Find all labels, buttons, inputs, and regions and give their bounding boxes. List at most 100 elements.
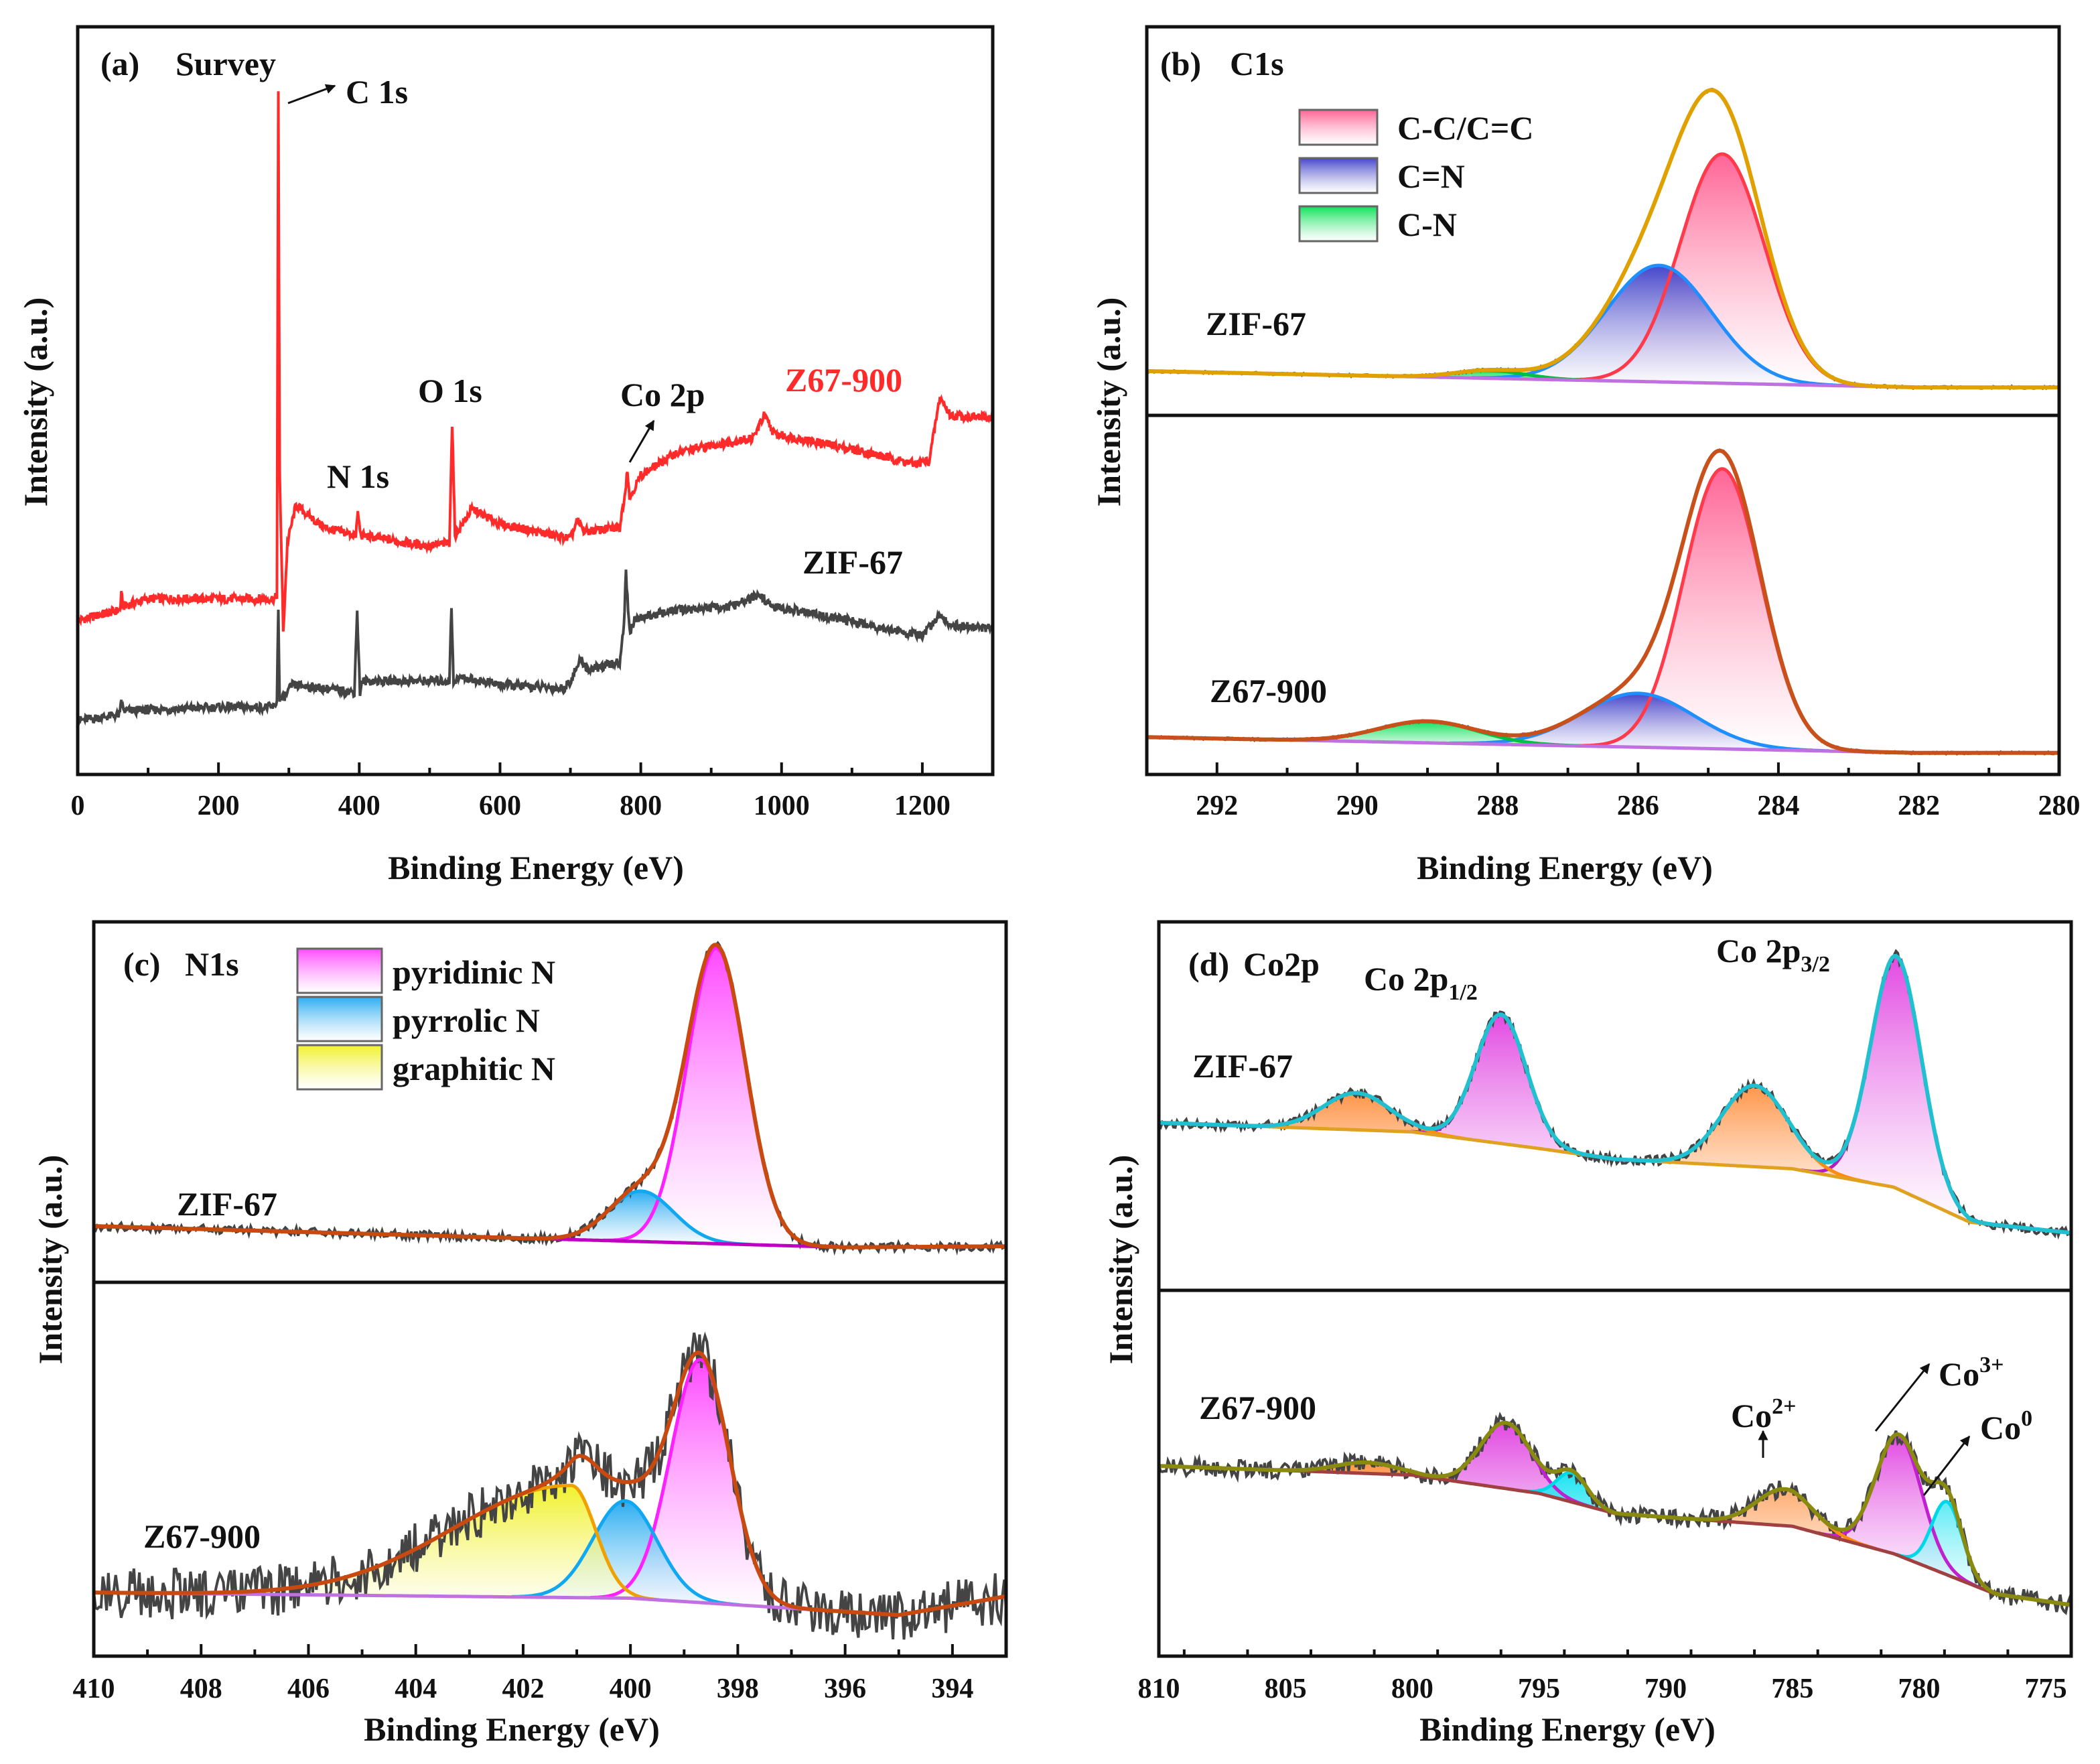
y-axis-label: Intensity (a.u.) [31, 1155, 69, 1365]
annotation-c1s: C 1s [346, 73, 408, 111]
label-z67-900: Z67-900 [1199, 1389, 1316, 1426]
label-co2p32-sub: 3/2 [1801, 952, 1829, 977]
label-co2p12-main: Co 2p [1364, 960, 1448, 998]
x-axis-label: Binding Energy (eV) [364, 1710, 660, 1748]
label-co3plus: Co3+ [1939, 1353, 2004, 1393]
panel-c-title: N1s [185, 945, 239, 983]
label-co3plus-sup: 3+ [1979, 1353, 2004, 1377]
plot-frame [1145, 25, 2061, 776]
x-tick-label: 286 [1617, 791, 1659, 821]
series-line-zif-67 [78, 569, 993, 726]
x-tick-label: 408 [180, 1674, 222, 1704]
x-tick-label: 394 [931, 1674, 973, 1704]
legend-swatch-pyridinic [296, 947, 383, 994]
label-co2p32: Co 2p3/2 [1716, 932, 1830, 977]
panel-c-labels: (c) N1s pyridinic N pyrrolic N graphitic… [31, 945, 660, 1748]
panel-b-title: C1s [1230, 45, 1284, 82]
envelope-line [1159, 954, 2071, 1235]
x-tick-label: 410 [73, 1674, 115, 1704]
component-fill-satellite-1-2 [1159, 1093, 2071, 1233]
envelope-line [94, 1350, 1006, 1617]
legend-label-pyridinic: pyridinic N [393, 953, 555, 991]
label-z67-900: Z67-900 [1210, 672, 1327, 709]
label-z67-900: Z67-900 [785, 361, 902, 399]
x-tick-label: 284 [1757, 791, 1799, 821]
subplot-z67-900 [1147, 448, 2059, 755]
label-co2plus-main: Co [1731, 1397, 1772, 1434]
x-tick-label: 400 [610, 1674, 652, 1704]
x-tick-label: 600 [479, 791, 521, 821]
x-tick-label: 290 [1336, 791, 1379, 821]
subplot-zif-67 [1159, 949, 2071, 1240]
arrow-co2p [628, 419, 655, 463]
x-tick-label: 780 [1898, 1674, 1941, 1704]
envelope-line [1147, 448, 2059, 755]
label-zif-67: ZIF-67 [802, 543, 903, 581]
panel-d: 810 805 800 795 790 785 780 775 [1138, 920, 2073, 1704]
component-fill-c-n [1147, 265, 2059, 388]
envelope-line [1147, 88, 2059, 390]
panel-c-letter: (c) [123, 945, 161, 983]
panel-d-title: Co2p [1243, 945, 1320, 983]
plot-area [94, 941, 1006, 1640]
panel-d-letter: (d) [1188, 945, 1229, 983]
label-co0: Co0 [1980, 1406, 2032, 1446]
legend-swatch-pyrrolic [296, 996, 383, 1042]
x-tick-label: 810 [1138, 1674, 1180, 1704]
legend-swatch-cc [1298, 109, 1379, 146]
x-tick-label: 775 [2025, 1674, 2067, 1704]
plot-area [1159, 949, 2071, 1615]
component-fill-co-2p3-2 [1159, 956, 2071, 1233]
envelope-line [94, 943, 1006, 1249]
x-axis-label: Binding Energy (eV) [1417, 849, 1713, 886]
arrow-c1s [287, 84, 336, 105]
legend-label-graphitic: graphitic N [393, 1050, 555, 1087]
component-fill-graphitic-n [94, 1485, 1006, 1615]
label-zif-67: ZIF-67 [1206, 305, 1306, 342]
label-co2p32-main: Co 2p [1716, 932, 1801, 969]
label-zif-67: ZIF-67 [177, 1185, 277, 1223]
panel-c: 410 408 406 404 402 400 398 396 394 [73, 920, 1008, 1704]
subplot-z67-900 [94, 1331, 1006, 1640]
plot-area [78, 91, 993, 726]
plot-area [1147, 88, 2059, 755]
x-tick-label: 292 [1196, 791, 1238, 821]
envelope-line [1159, 1420, 2071, 1607]
label-co2plus: Co2+ [1731, 1394, 1796, 1434]
x-tick-label: 404 [395, 1674, 437, 1704]
component-fill-c-n [1147, 693, 2059, 753]
arrow-co3plus [1874, 1363, 1931, 1432]
panel-a-title: Survey [176, 45, 276, 82]
subplot-z67-900 [1159, 1411, 2071, 1615]
legend-label-cc: C-C/C=C [1397, 109, 1533, 147]
legend-swatch-graphitic [296, 1044, 383, 1091]
x-tick-label: 288 [1476, 791, 1519, 821]
annotation-o1s: O 1s [418, 372, 482, 409]
raw-data-line [94, 1331, 1006, 1640]
series-line-z67-900 [78, 91, 993, 632]
legend-label-cn-single: C-N [1397, 206, 1457, 243]
x-tick-label: 402 [502, 1674, 544, 1704]
label-co0-sup: 0 [2021, 1406, 2032, 1431]
x-tick-label: 1000 [754, 791, 810, 821]
x-tick-label: 790 [1644, 1674, 1687, 1704]
panel-a: 0 200 400 600 800 1000 1200 [71, 25, 995, 821]
x-axis-label: Binding Energy (eV) [388, 849, 684, 886]
x-tick-label: 0 [71, 791, 85, 821]
subplot-zif-67 [94, 941, 1006, 1256]
panel-a-letter: (a) [100, 45, 139, 82]
x-tick-label: 280 [2038, 791, 2081, 821]
arrow-co0 [1922, 1435, 1971, 1496]
subplot-zif-67 [1147, 88, 2059, 390]
x-tick-label: 805 [1265, 1674, 1307, 1704]
legend-label-cn-double: C=N [1397, 157, 1465, 195]
label-co3plus-main: Co [1939, 1355, 1979, 1393]
label-co2p12: Co 2p1/2 [1364, 960, 1478, 1005]
plot-frame [92, 920, 1008, 1658]
panel-a-labels: (a) Survey C 1s N 1s O 1s Co 2p Z67-900 … [17, 45, 903, 886]
panel-b: 292 290 288 286 284 282 280 [1145, 25, 2081, 821]
panel-d-labels: (d) Co2p Co 2p1/2 Co 2p3/2 ZIF-67 Z67-90… [1102, 932, 2032, 1748]
x-tick-label: 406 [287, 1674, 330, 1704]
x-tick-label: 396 [824, 1674, 866, 1704]
